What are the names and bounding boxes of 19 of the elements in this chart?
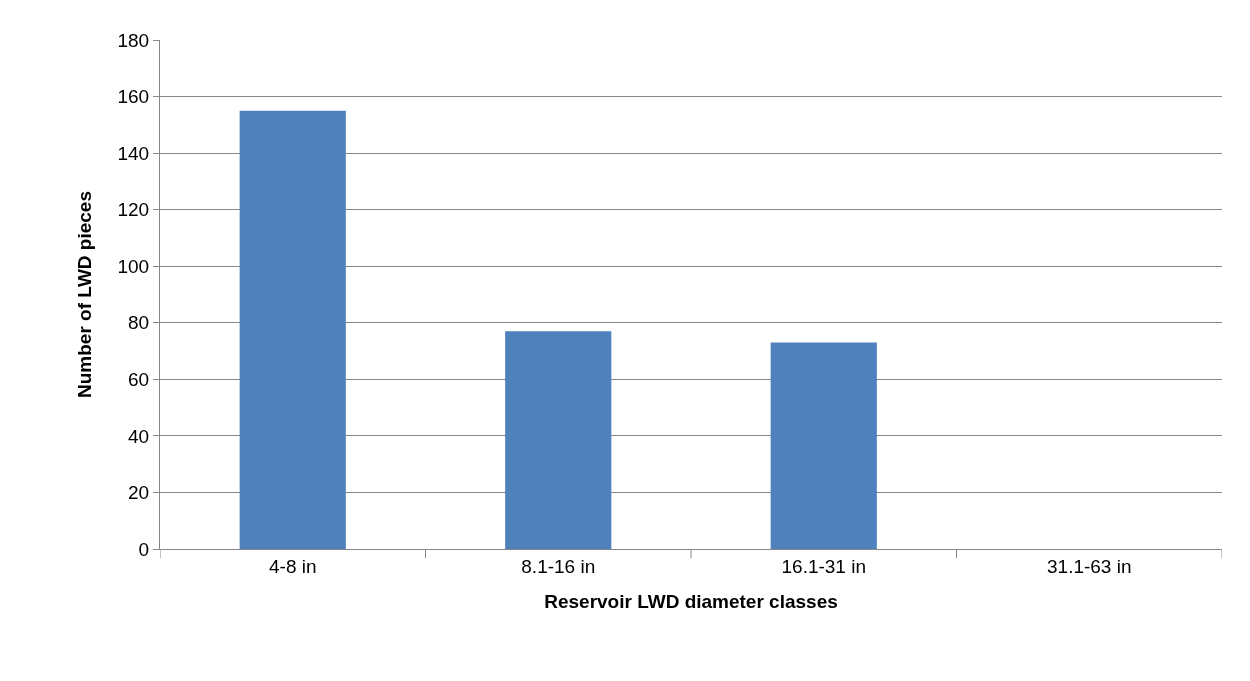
y-tick-label: 80	[128, 312, 150, 334]
y-tick-label: 60	[128, 368, 150, 390]
x-tick-label: 4-8 in	[268, 555, 317, 577]
y-tick-label: 160	[117, 86, 150, 108]
y-axis-title: Number of LWD pieces	[74, 191, 96, 398]
bar	[239, 110, 346, 549]
y-tick-label: 20	[128, 482, 150, 504]
y-tick-label: 40	[128, 425, 150, 447]
y-tick-label: 100	[117, 255, 150, 277]
x-tick-label: 8.1-16 in	[521, 555, 596, 577]
y-tick-label: 0	[138, 538, 150, 560]
y-tick-label: 180	[117, 29, 150, 51]
y-tick-label: 140	[117, 142, 150, 164]
bar	[770, 342, 877, 549]
x-tick-label: 31.1-63 in	[1046, 555, 1132, 577]
x-tick-label: 16.1-31 in	[781, 555, 867, 577]
x-axis-title: Reservoir LWD diameter classes	[544, 590, 838, 612]
bar	[505, 331, 612, 549]
y-tick-label: 120	[117, 199, 150, 221]
